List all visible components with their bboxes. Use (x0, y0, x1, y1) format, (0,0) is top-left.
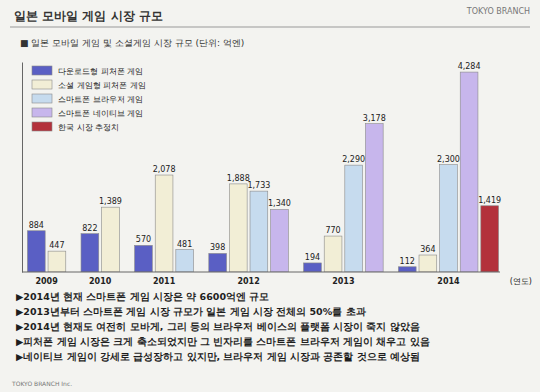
bullet: ▶2013년부터 스마트폰 게임 시장 규모가 일본 게임 시장 전체의 50%… (16, 306, 366, 317)
bar (345, 165, 363, 272)
y-axis-line (22, 63, 23, 273)
x-tick-label: 2012 (237, 277, 259, 286)
data-labels: 884 447 822 1,389 570 2,078 481 398 1,8881,733 1,… (29, 62, 501, 266)
bar (81, 234, 99, 272)
bullet: ▶2014년 현재도 여전히 모바게, 그리 등의 브라우저 베이스의 플랫폼 … (16, 321, 420, 332)
legend: 다운로드형 피처폰 게임소셜 게임형 피처폰 게임스마트폰 브라우저 게임스마트… (32, 66, 146, 132)
bullet: ▶네이티브 게임이 강세로 급성장하고 있지만, 브라우저 게임 시장과 공존할… (16, 351, 420, 362)
data-label: 884 (29, 221, 44, 230)
bar (27, 231, 45, 272)
x-tick-label: 2011 (153, 277, 176, 286)
legend-label: 다운로드형 피처폰 게임 (58, 67, 143, 76)
data-label: 364 (420, 245, 435, 254)
bar (176, 250, 194, 272)
bar (365, 124, 383, 272)
data-label: 1,340 (268, 199, 291, 208)
bar (271, 209, 289, 272)
bar (155, 175, 173, 272)
legend-swatch (32, 108, 52, 117)
bars (27, 72, 498, 272)
bar (324, 236, 342, 272)
bar (460, 72, 478, 272)
x-tick-label: 2014 (437, 277, 460, 286)
bullet: ▶피처폰 게임 시장은 크게 축소되었지만 그 빈자리를 스마트폰 브라우저 게… (16, 336, 430, 347)
legend-swatch (32, 80, 52, 89)
footer: TOKYO BRANCH Inc. (11, 380, 72, 387)
x-tick-label: 2013 (332, 277, 354, 286)
bar (229, 184, 247, 272)
data-label: 194 (305, 253, 320, 262)
data-label: 1,419 (478, 196, 501, 205)
data-label: 2,078 (153, 165, 176, 174)
x-axis-title: (연도) (510, 277, 532, 286)
bar (440, 165, 458, 272)
data-label: 2,300 (437, 155, 460, 164)
bar (48, 251, 66, 272)
bullet: ▶2014년 현재 스마트폰 게임 시장은 약 6600억엔 규모 (16, 291, 269, 302)
header-rule (10, 27, 530, 28)
x-axis: 2009 2010 2011 2012 2013 2014 (22, 272, 500, 286)
slide-title: 일본 모바일 게임 시장 규모 (14, 9, 163, 23)
data-label: 2,290 (342, 155, 365, 164)
bar (250, 191, 268, 272)
bar (398, 267, 416, 272)
bar (419, 255, 437, 272)
bar (102, 207, 120, 272)
data-label: 822 (82, 224, 97, 233)
bar (481, 206, 499, 272)
bar (135, 245, 153, 272)
data-label: 770 (325, 226, 340, 235)
legend-swatch (32, 94, 52, 103)
brand: TOKYO BRANCH (466, 7, 530, 16)
data-label: 398 (210, 243, 225, 252)
legend-swatch (32, 122, 52, 131)
data-label: 112 (400, 257, 415, 266)
y-axis (22, 63, 23, 273)
legend-label: 한국 시장 추정치 (58, 123, 119, 132)
data-label: 570 (136, 235, 151, 244)
bar (209, 253, 227, 272)
x-axis-line (22, 272, 500, 273)
x-tick-label: 2009 (35, 277, 58, 286)
data-label: 1,389 (99, 197, 122, 206)
data-label: 4,284 (458, 62, 481, 71)
data-label: 481 (177, 240, 192, 249)
data-label: 1,888 (227, 174, 250, 183)
legend-swatch (32, 66, 52, 75)
legend-label: 스마트폰 네이티브 게임 (58, 109, 143, 118)
bar (304, 263, 322, 272)
legend-label: 소셜 게임형 피처폰 게임 (58, 81, 146, 90)
data-label: 447 (49, 241, 64, 250)
chart-title: ■ 일본 모바일 게임 및 소셜게임 시장 규모 (단위: 억엔) (20, 38, 244, 48)
data-label: 1,733 (247, 181, 270, 190)
bullets: ▶2014년 현재 스마트폰 게임 시장은 약 6600억엔 규모 ▶2013년부… (16, 291, 430, 362)
slide: 일본 모바일 게임 시장 규모 TOKYO BRANCH ■ 일본 모바일 게임 및… (0, 0, 540, 392)
x-tick-label: 2010 (89, 277, 112, 286)
data-label: 3,178 (363, 114, 386, 123)
legend-label: 스마트폰 브라우저 게임 (58, 95, 143, 104)
